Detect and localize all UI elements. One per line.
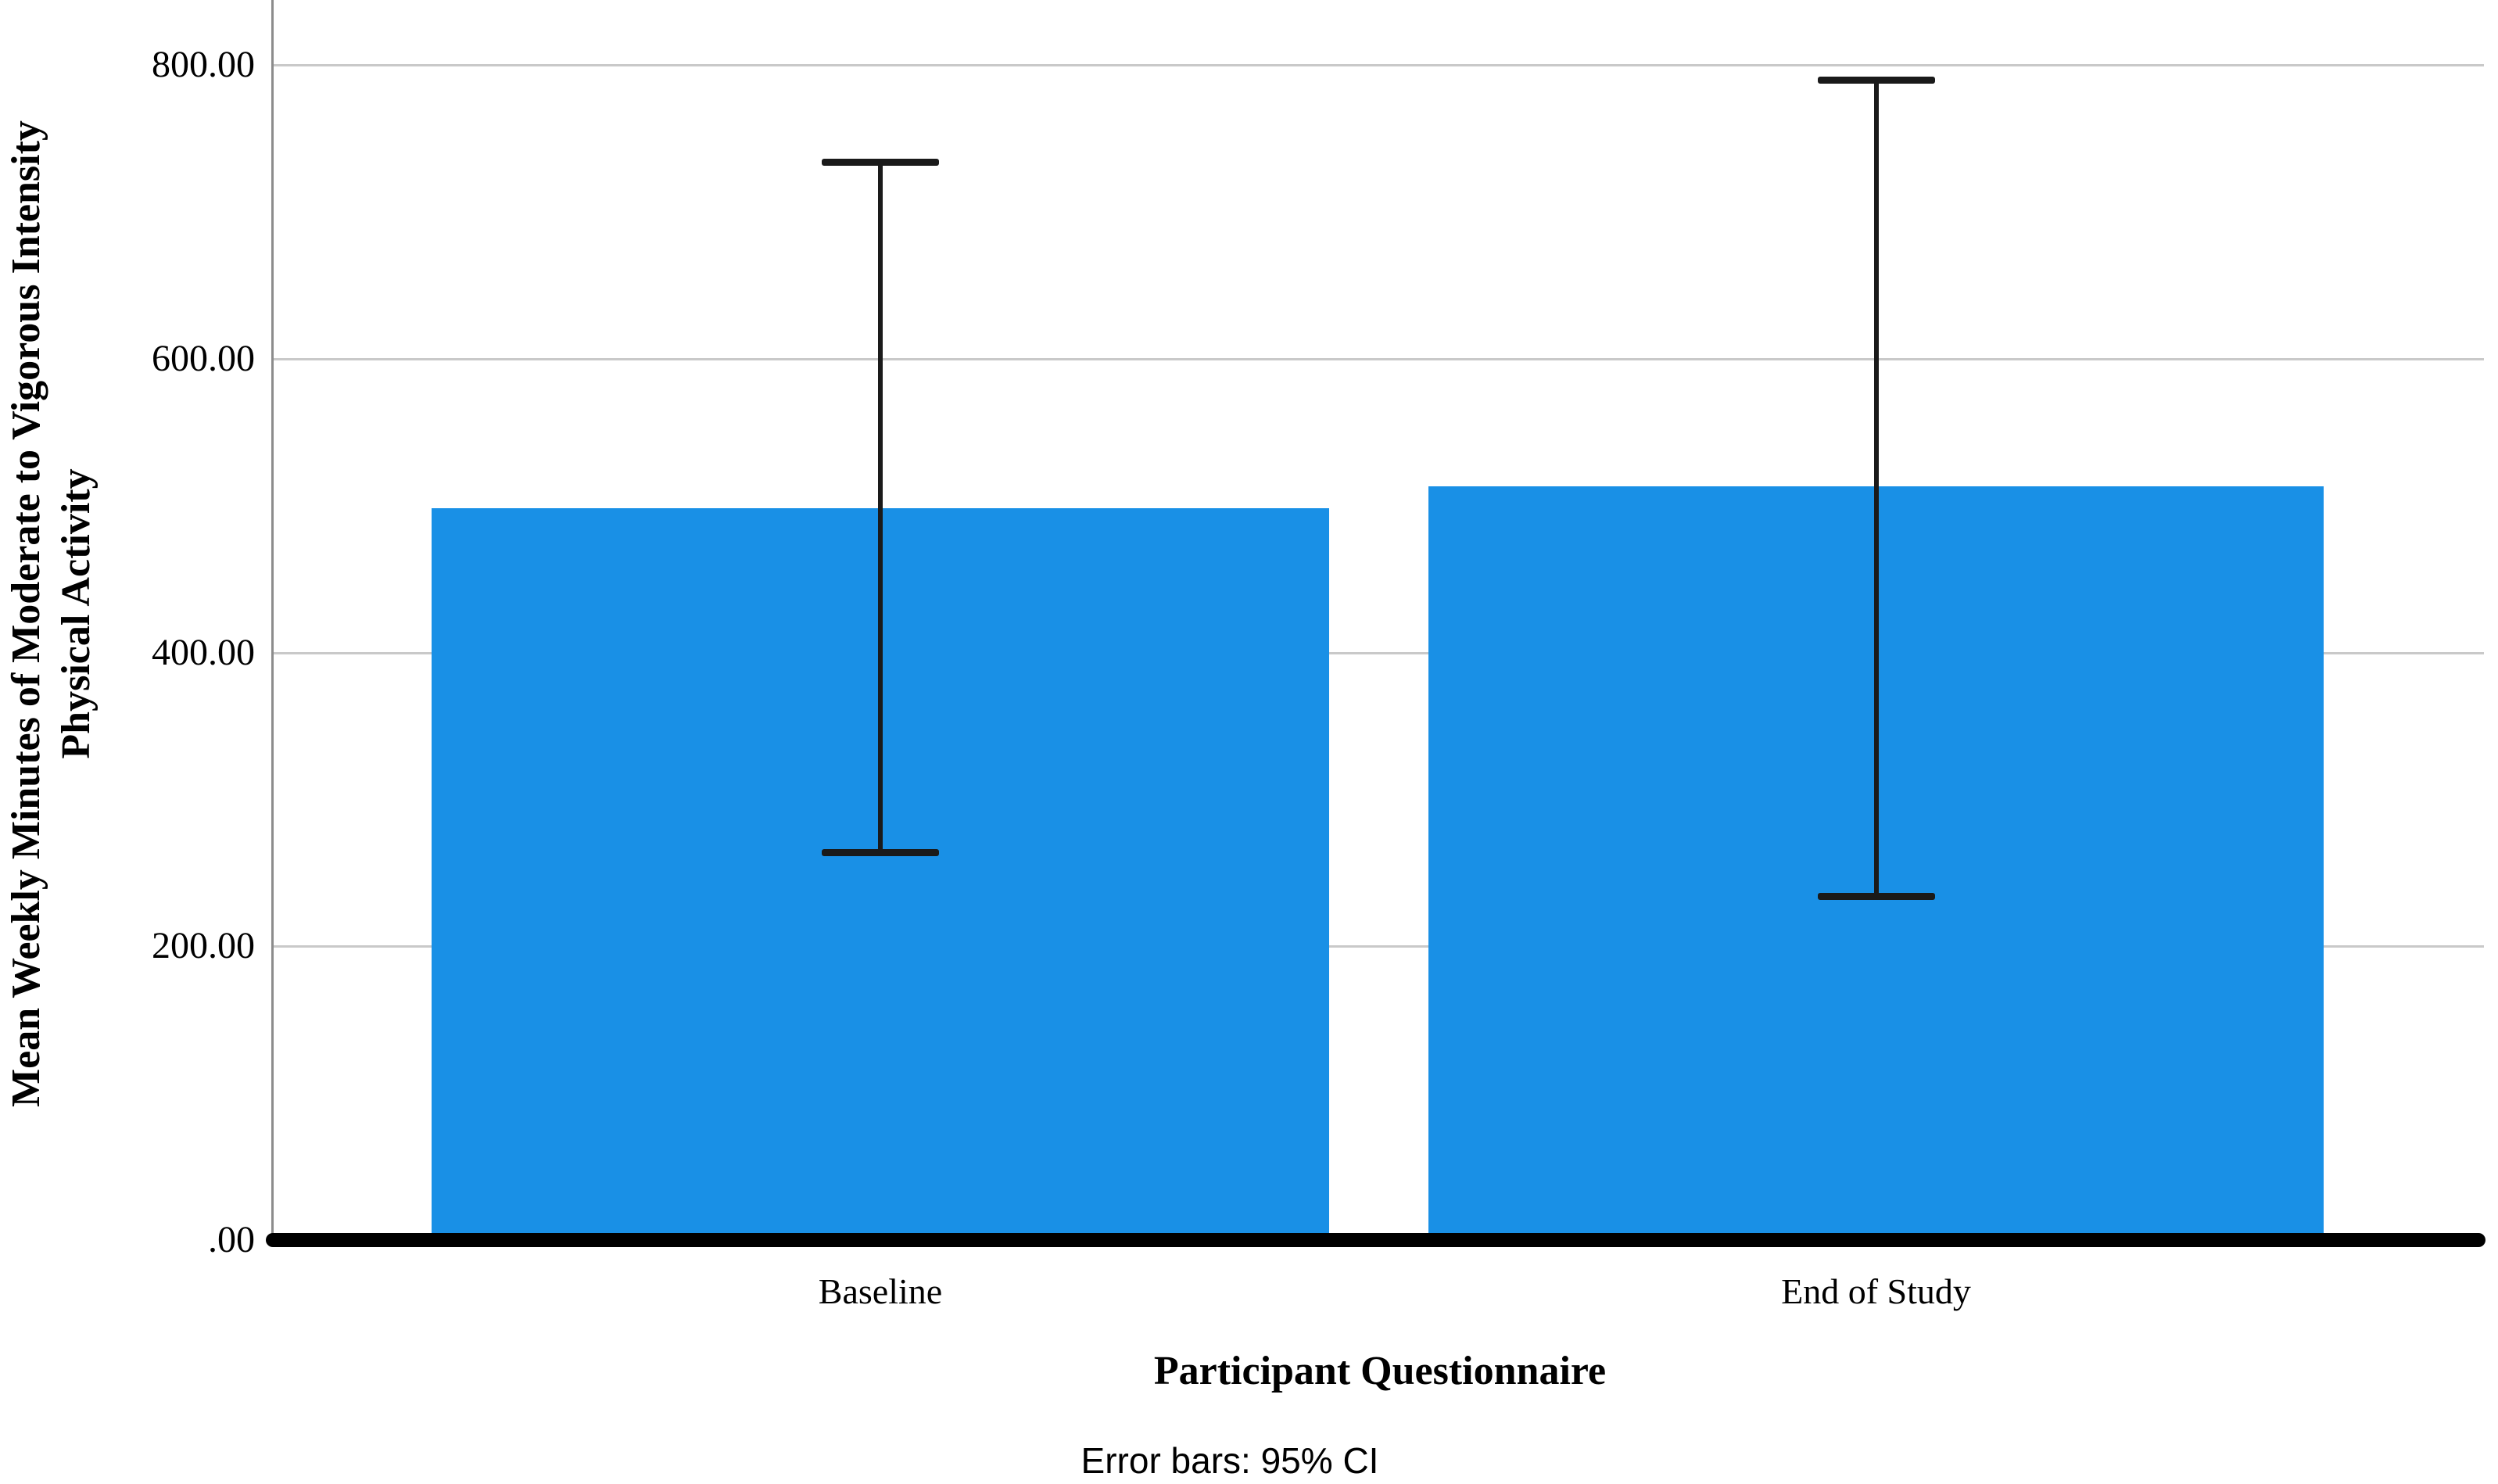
gridline-800 xyxy=(274,64,2484,66)
gridline-200 xyxy=(274,945,2484,948)
x-axis-title: Participant Questionnaire xyxy=(1153,1349,1607,1393)
error-bar-cap-top-end-of-study xyxy=(1817,76,1935,84)
y-axis-title: Mean Weekly Minutes of Moderate to Vigor… xyxy=(2,0,111,1317)
x-category-label-end-of-study: End of Study xyxy=(1781,1271,1971,1311)
y-axis-line xyxy=(271,0,274,1242)
y-tick-label-200: 200.00 xyxy=(152,925,255,967)
error-bar-line-baseline xyxy=(878,161,883,852)
x-category-label-baseline: Baseline xyxy=(818,1271,943,1311)
x-axis-baseline xyxy=(266,1233,2485,1247)
gridline-600 xyxy=(274,357,2484,360)
error-bar-cap-bottom-baseline xyxy=(822,849,939,856)
gridline-400 xyxy=(274,651,2484,654)
y-tick-label-400: 400.00 xyxy=(152,631,255,673)
error-bar-cap-bottom-end-of-study xyxy=(1817,893,1935,901)
error-bars-footnote: Error bars: 95% CI xyxy=(1081,1440,1379,1481)
error-bar-cap-top-baseline xyxy=(822,158,939,166)
y-tick-label-800: 800.00 xyxy=(152,44,255,85)
y-axis-title-line2: Physical Activity xyxy=(54,468,99,759)
error-bar-line-end-of-study xyxy=(1873,79,1879,897)
y-tick-label-0: .00 xyxy=(208,1219,255,1260)
y-tick-label-600: 600.00 xyxy=(152,337,255,379)
y-axis-title-line1: Mean Weekly Minutes of Moderate to Vigor… xyxy=(4,120,48,1107)
